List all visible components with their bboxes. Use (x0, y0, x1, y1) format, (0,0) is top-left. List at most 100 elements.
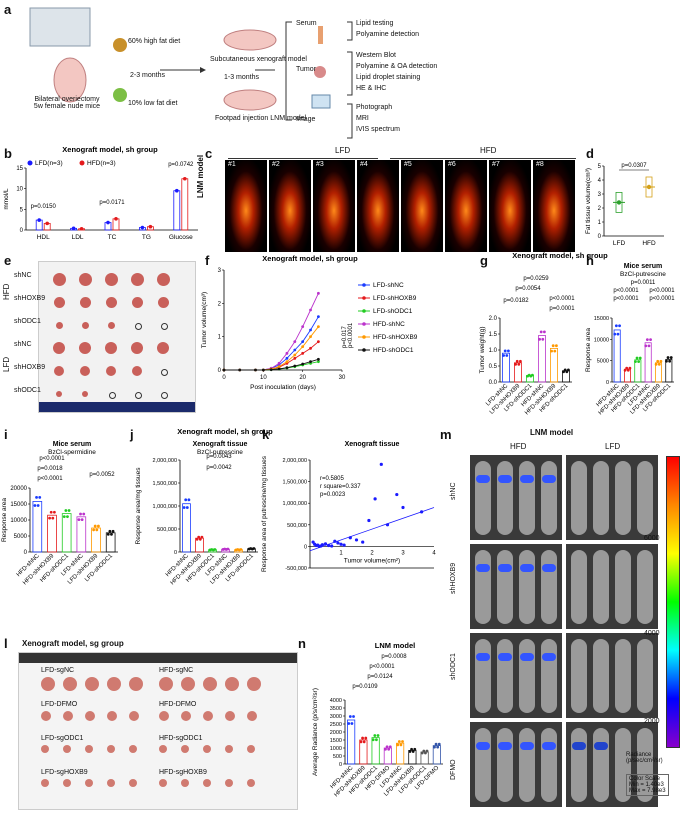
ivis-mouse (637, 639, 653, 713)
ivis-mouse (593, 550, 609, 624)
tumor-item: Lipid droplet staining (356, 74, 421, 81)
tumor-specimen (79, 296, 91, 308)
x-tick-label: TG (142, 234, 151, 241)
data-point (531, 373, 534, 377)
lnm-mouse-id: #1 (228, 161, 236, 168)
data-point (665, 359, 668, 363)
serum-tube-icon (318, 26, 323, 44)
tumor-specimen (159, 711, 169, 721)
tumor-specimen (131, 296, 143, 308)
data-point (625, 366, 629, 370)
data-point (62, 515, 66, 519)
data-point (301, 340, 305, 344)
lnm-mouse-image: #5 (401, 160, 443, 252)
data-point (362, 740, 366, 744)
data-point (563, 368, 567, 372)
legend-marker (362, 283, 366, 287)
lnm-mouse-id: #3 (316, 161, 324, 168)
y-tick-label: 2,000,000 (283, 458, 307, 464)
tumor-specimen (156, 272, 170, 286)
data-point (238, 368, 242, 372)
data-point (293, 340, 297, 344)
data-point (541, 337, 545, 341)
x-axis-label: Tumor volume(cm²) (344, 557, 400, 564)
hamburger-icon (113, 38, 127, 52)
legend-marker (362, 348, 366, 352)
tumor-specimen (159, 745, 167, 753)
tumor-specimen (107, 321, 115, 329)
data-point (385, 745, 389, 749)
legend-label: LFD-shODC1 (373, 308, 413, 315)
tumor-specimen (131, 342, 143, 354)
data-point (66, 515, 69, 519)
panel-f-label: f (205, 253, 210, 268)
data-point (538, 337, 541, 341)
data-point (666, 356, 670, 359)
colorbar-tick: 6000 (644, 535, 660, 542)
chart-title: Xenograft tissue (193, 441, 248, 448)
tumor-specimen (41, 779, 49, 787)
ivis-mouse-panel (566, 633, 658, 718)
p-value-annotation: p<0.0001 (649, 288, 675, 294)
lnm-mouse-image: #6 (445, 160, 487, 252)
ivis-mouse (615, 728, 631, 802)
data-point (669, 356, 673, 359)
p-value-annotation: p=0.0124 (367, 674, 393, 680)
panel-m-label: m (440, 427, 452, 442)
data-point (437, 742, 441, 746)
data-point (396, 743, 400, 747)
y-tick-label: 5 (20, 207, 24, 213)
data-point (38, 495, 42, 499)
x-tick-label: 2 (370, 550, 374, 556)
data-point (317, 357, 320, 361)
data-point (301, 362, 305, 366)
data-point (80, 518, 84, 522)
sg-group-label: HFD-sgNC (159, 667, 194, 674)
data-point (301, 325, 305, 329)
p-value-annotation: p=0.0259 (523, 276, 549, 282)
data-point (53, 510, 56, 514)
y-tick-label: 10000 (594, 337, 609, 343)
y-tick-label: 0 (598, 234, 602, 240)
data-point (399, 743, 403, 747)
footpad-label: Footpad injection LNM model (215, 115, 307, 122)
tumor-photo-sh (38, 261, 196, 413)
data-point (114, 217, 118, 221)
data-point (309, 360, 312, 364)
tumor-specimen (181, 745, 189, 753)
data-point (436, 745, 440, 749)
ivis-mouse (571, 639, 587, 713)
chart-title: Mice serum (53, 441, 92, 448)
data-point (614, 324, 618, 328)
bar (182, 503, 191, 553)
y-axis-label: Tumor volume(cm³) (201, 292, 208, 348)
tumor-specimen (63, 711, 73, 721)
sg-group-label: LFD-DFMO (41, 701, 78, 708)
legend-label: HFD-shHOXB9 (373, 334, 418, 341)
data-point (277, 367, 281, 371)
data-point (408, 750, 412, 753)
empty-marker (134, 391, 142, 399)
y-axis-label: Response area (585, 328, 592, 372)
data-point (375, 738, 378, 742)
data-point (379, 462, 383, 466)
chart-title: LNM model (375, 641, 415, 650)
stat-annotation: r square=0.337 (320, 484, 361, 490)
data-point (252, 547, 256, 550)
tumor-specimen (107, 711, 117, 721)
sg-group-label: LFD-sgODC1 (41, 735, 84, 742)
bar (91, 527, 101, 553)
y-tick-label: 0 (24, 550, 28, 556)
panel-a-schematic (29, 7, 353, 139)
tumor-specimen (79, 342, 91, 354)
data-point (77, 518, 81, 522)
data-point (434, 742, 438, 746)
ivis-mouse (615, 461, 631, 535)
stat-annotation: p=0.0023 (320, 492, 346, 498)
x-tick-label: 1 (339, 550, 343, 556)
chart-title: Xenograft model, sh group (262, 254, 358, 263)
data-point (293, 364, 297, 368)
ivis-image-grid (470, 455, 660, 810)
legend-marker (362, 335, 366, 339)
data-point (647, 344, 651, 348)
